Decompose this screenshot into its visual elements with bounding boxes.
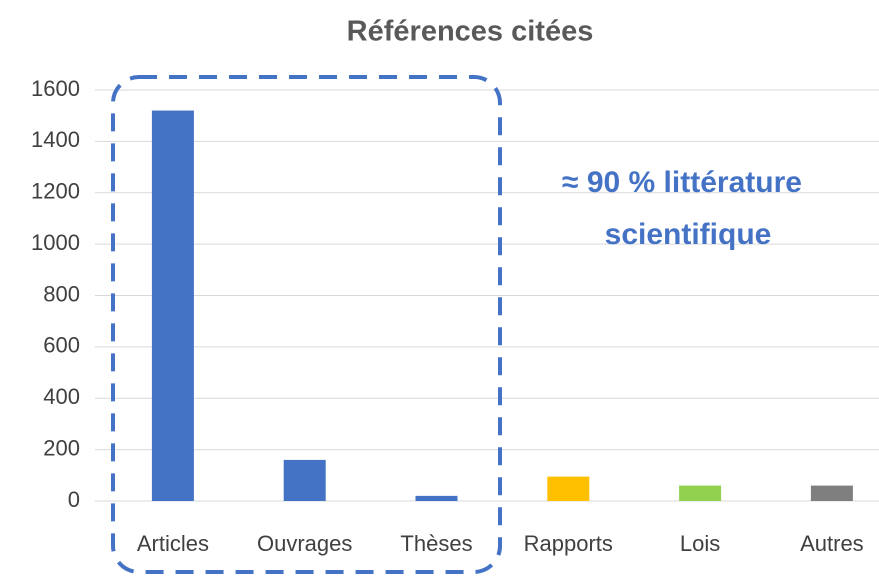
annotation: scientifique xyxy=(605,218,772,251)
y-tick-label: 0 xyxy=(68,487,80,512)
bar xyxy=(415,495,458,501)
y-tick-label: 1600 xyxy=(31,76,80,101)
bar xyxy=(679,485,722,501)
bar xyxy=(283,459,326,501)
bar xyxy=(547,476,590,501)
y-tick-label: 200 xyxy=(43,435,80,460)
bar xyxy=(810,485,853,501)
x-tick-label: Lois xyxy=(680,531,720,556)
chart-title: Références citées xyxy=(347,16,594,48)
x-tick-label: Articles xyxy=(137,531,209,556)
x-tick-label: Autres xyxy=(800,531,864,556)
y-tick-label: 1000 xyxy=(31,230,80,255)
x-tick-label: Thèses xyxy=(400,531,472,556)
y-tick-label: 1400 xyxy=(31,127,80,152)
highlight-box xyxy=(111,75,502,574)
y-tick-label: 1200 xyxy=(31,179,80,204)
x-tick-label: Rapports xyxy=(524,531,613,556)
y-tick-label: 600 xyxy=(43,333,80,358)
bar xyxy=(151,110,194,502)
x-tick-label: Ouvrages xyxy=(257,531,352,556)
y-tick-label: 800 xyxy=(43,281,80,306)
annotation: ≈ 90 % littérature xyxy=(562,166,802,199)
y-tick-label: 400 xyxy=(43,384,80,409)
